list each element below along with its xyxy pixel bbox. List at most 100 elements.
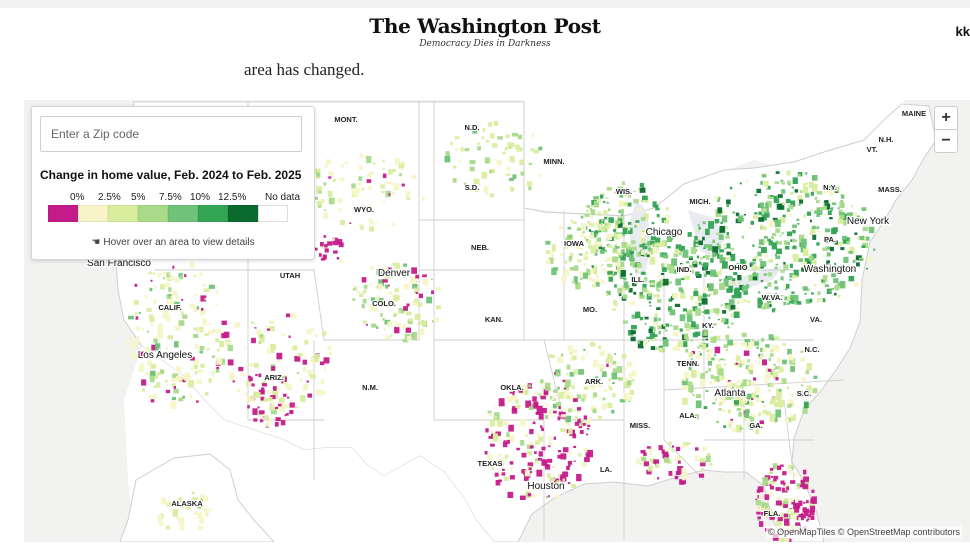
zip-area[interactable] <box>752 215 759 219</box>
zip-area[interactable] <box>406 197 411 201</box>
zip-area[interactable] <box>715 364 721 369</box>
zip-area[interactable] <box>612 382 615 385</box>
zip-area[interactable] <box>509 155 515 163</box>
zip-area[interactable] <box>302 366 307 372</box>
zip-area[interactable] <box>586 433 589 436</box>
zip-area[interactable] <box>145 346 152 355</box>
zip-area[interactable] <box>777 517 783 522</box>
zip-area[interactable] <box>608 276 614 282</box>
zip-area[interactable] <box>776 248 782 255</box>
zip-area[interactable] <box>800 513 804 516</box>
zip-area[interactable] <box>407 319 413 325</box>
zip-area[interactable] <box>641 287 648 293</box>
zip-area[interactable] <box>776 358 781 362</box>
zip-area[interactable] <box>697 224 700 227</box>
zip-area[interactable] <box>716 270 722 275</box>
zip-area[interactable] <box>791 291 795 294</box>
zip-area[interactable] <box>829 190 834 197</box>
zip-area[interactable] <box>493 120 499 126</box>
zip-area[interactable] <box>718 402 723 406</box>
zip-area[interactable] <box>787 296 792 302</box>
zip-area[interactable] <box>612 308 616 311</box>
zip-area[interactable] <box>686 359 690 362</box>
zip-area[interactable] <box>589 234 595 239</box>
zip-area[interactable] <box>635 220 640 223</box>
zip-area[interactable] <box>806 500 809 504</box>
zip-area[interactable] <box>770 397 776 403</box>
zip-area[interactable] <box>566 465 570 470</box>
zip-area[interactable] <box>741 332 747 338</box>
zip-area[interactable] <box>138 366 145 372</box>
zip-area[interactable] <box>316 186 322 194</box>
zip-area[interactable] <box>764 254 769 258</box>
zip-area[interactable] <box>602 200 606 203</box>
zip-area[interactable] <box>314 196 319 200</box>
zip-area[interactable] <box>436 287 442 291</box>
zip-area[interactable] <box>739 363 743 368</box>
zip-area[interactable] <box>550 252 554 257</box>
zip-area[interactable] <box>802 248 809 257</box>
zip-area[interactable] <box>674 248 680 255</box>
zip-area[interactable] <box>660 272 665 275</box>
zip-area[interactable] <box>787 348 792 355</box>
zip-area[interactable] <box>324 209 327 211</box>
zip-area[interactable] <box>377 304 380 307</box>
zip-area[interactable] <box>729 395 734 399</box>
zip-area[interactable] <box>600 194 604 199</box>
zip-area[interactable] <box>668 441 672 446</box>
zip-area[interactable] <box>357 290 360 294</box>
zip-area[interactable] <box>380 313 383 317</box>
zip-area[interactable] <box>718 254 723 259</box>
zip-area[interactable] <box>831 202 837 205</box>
zip-area[interactable] <box>403 284 410 290</box>
zip-area[interactable] <box>812 253 817 259</box>
zip-area[interactable] <box>618 200 624 207</box>
zip-area[interactable] <box>733 311 740 319</box>
zip-area[interactable] <box>248 363 254 367</box>
zip-area[interactable] <box>661 217 666 222</box>
zip-area[interactable] <box>647 293 652 297</box>
zip-area[interactable] <box>750 220 755 225</box>
zip-area[interactable] <box>786 170 791 176</box>
zip-area[interactable] <box>573 445 577 448</box>
zip-area[interactable] <box>586 239 589 242</box>
zip-area[interactable] <box>564 384 569 390</box>
zip-area[interactable] <box>634 224 638 228</box>
zip-area[interactable] <box>592 395 595 399</box>
zip-area[interactable] <box>582 231 585 234</box>
zip-area[interactable] <box>640 249 644 252</box>
zip-area[interactable] <box>658 318 661 321</box>
zip-area[interactable] <box>827 185 832 191</box>
zip-area[interactable] <box>690 358 693 360</box>
zip-area[interactable] <box>594 376 599 381</box>
zip-area[interactable] <box>748 274 754 281</box>
zip-area[interactable] <box>157 514 163 521</box>
zip-area[interactable] <box>770 373 775 378</box>
zip-area[interactable] <box>722 378 726 380</box>
zip-area[interactable] <box>199 272 203 277</box>
zip-area[interactable] <box>809 505 815 513</box>
zip-area[interactable] <box>168 276 175 280</box>
zip-area[interactable] <box>728 424 732 427</box>
zip-area[interactable] <box>201 307 204 311</box>
zip-area[interactable] <box>607 356 613 363</box>
zip-area[interactable] <box>328 197 335 205</box>
zip-area[interactable] <box>553 403 557 409</box>
zip-area[interactable] <box>157 330 163 339</box>
zip-area[interactable] <box>194 293 198 297</box>
zip-area[interactable] <box>631 314 638 319</box>
zip-area[interactable] <box>138 351 145 359</box>
zip-area[interactable] <box>741 285 748 292</box>
zip-area[interactable] <box>805 193 810 198</box>
zip-area[interactable] <box>178 314 181 316</box>
zip-area[interactable] <box>572 281 575 284</box>
zip-area[interactable] <box>172 509 179 517</box>
zip-area[interactable] <box>587 244 592 249</box>
zip-area[interactable] <box>770 475 774 478</box>
zip-area[interactable] <box>200 363 205 368</box>
zip-area[interactable] <box>313 353 320 362</box>
zip-area[interactable] <box>614 262 621 267</box>
zip-area[interactable] <box>303 383 309 391</box>
zip-area[interactable] <box>782 359 787 365</box>
zip-area[interactable] <box>317 200 323 208</box>
